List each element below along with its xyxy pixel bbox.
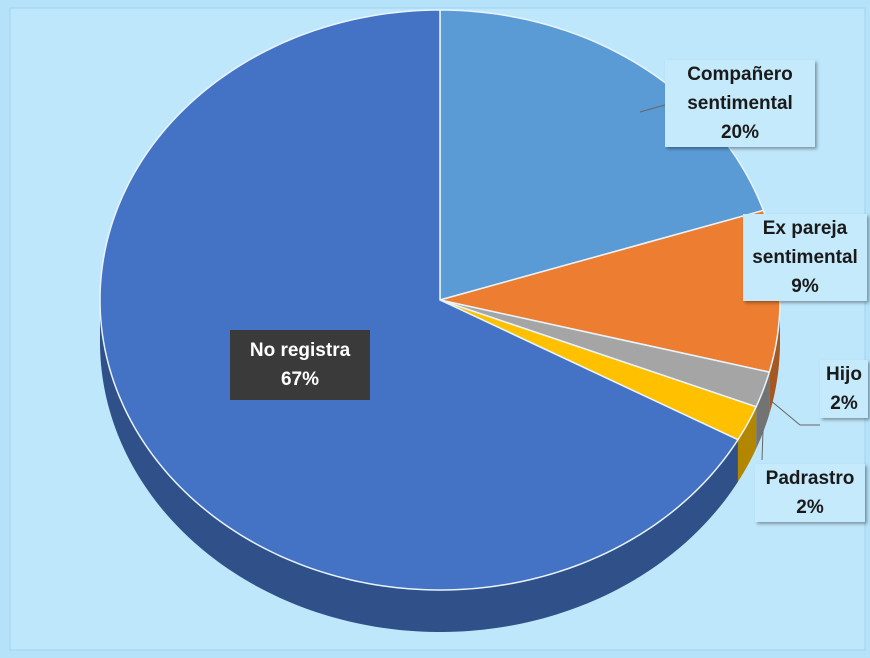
data-label: Ex pareja sentimental 9% — [743, 214, 867, 301]
data-label: No registra 67% — [230, 330, 370, 400]
data-label: Compañero sentimental 20% — [665, 60, 815, 147]
leader-line — [769, 399, 820, 426]
label-value: 9% — [791, 276, 819, 297]
label-name: Ex pareja sentimental — [752, 218, 858, 268]
label-value: 20% — [720, 122, 760, 143]
label-value: 67% — [280, 369, 320, 390]
slice — [439, 299, 758, 441]
slice — [439, 9, 765, 301]
label-name: Padrastro — [765, 468, 855, 489]
slice-side — [737, 406, 757, 482]
label-name: No registra — [249, 340, 351, 361]
slice — [99, 9, 740, 591]
label-name: Hijo — [826, 364, 862, 385]
data-label: Padrastro 2% — [755, 464, 865, 522]
leader-line — [761, 429, 764, 461]
label-name: Compañero sentimental — [687, 64, 793, 114]
data-label: Hijo 2% — [820, 360, 868, 418]
label-value: 2% — [796, 497, 824, 518]
leader-line — [639, 104, 666, 113]
slice-side — [100, 300, 738, 632]
slice — [439, 299, 771, 408]
label-value: 2% — [830, 393, 858, 414]
slice-side — [756, 372, 770, 449]
slice-side — [769, 300, 780, 415]
